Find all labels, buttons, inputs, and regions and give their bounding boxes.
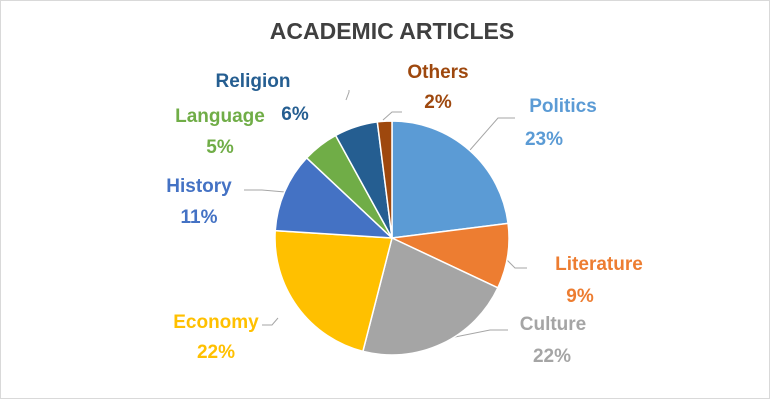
leader-line: [469, 117, 515, 151]
leader-line: [345, 90, 350, 101]
slice-value-label: 22%: [533, 346, 571, 367]
slice-label: Others: [407, 62, 468, 83]
slice-label: History: [166, 176, 232, 197]
chart-title: ACADEMIC ARTICLES: [270, 18, 514, 44]
slice-label: Economy: [173, 312, 259, 333]
slice-label: Religion: [216, 71, 291, 92]
slice-label: Politics: [529, 96, 597, 117]
slice-value-label: 2%: [424, 92, 452, 113]
leader-lines: [244, 90, 527, 341]
leader-line: [439, 329, 508, 341]
slice-value-label: 9%: [566, 286, 594, 307]
pie-slice: [274, 229, 393, 353]
slice-label: Culture: [520, 314, 587, 335]
slice-label: Language: [175, 106, 265, 127]
leader-line: [262, 317, 279, 326]
leader-line: [504, 257, 527, 269]
pie-slice: [361, 236, 499, 356]
pie-slice: [376, 120, 393, 239]
pie-slice: [391, 120, 509, 239]
pie-slice: [274, 156, 395, 239]
slice-value-label: 23%: [525, 129, 563, 150]
slice-label: Literature: [555, 254, 643, 275]
leader-line: [382, 111, 402, 121]
slice-value-label: 11%: [181, 207, 218, 228]
leader-line: [244, 189, 286, 193]
slice-value-label: 6%: [281, 104, 309, 125]
slice-value-label: 22%: [197, 342, 235, 363]
slice-value-label: 5%: [206, 137, 234, 158]
